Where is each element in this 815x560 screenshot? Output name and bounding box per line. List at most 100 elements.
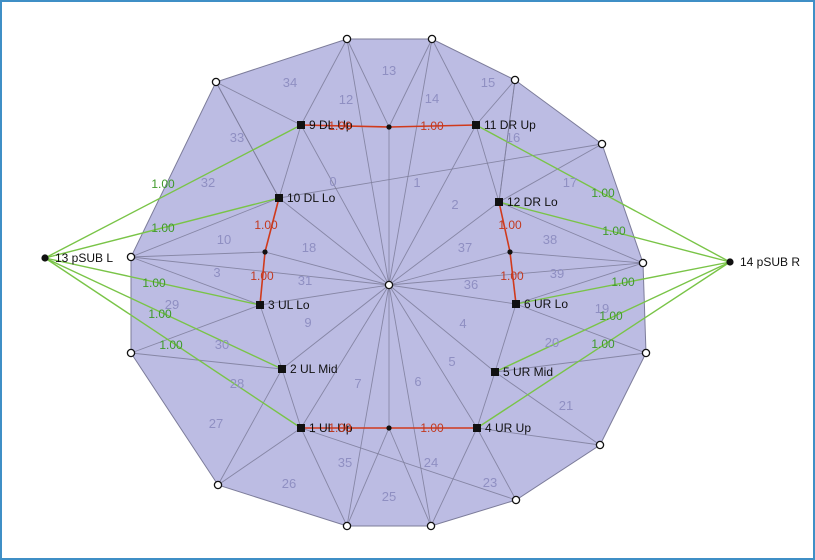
vertex-layer xyxy=(126,34,651,531)
green-weight-label: 1.00 xyxy=(148,307,172,321)
node-marker[interactable] xyxy=(472,121,480,129)
triangle-number-label: 26 xyxy=(282,476,296,491)
substrate-node-marker[interactable] xyxy=(41,254,49,262)
mesh-edge xyxy=(264,251,390,286)
triangle-number-label: 13 xyxy=(382,63,396,78)
node-3[interactable]: 3 UL Lo xyxy=(256,298,310,312)
mesh-vertex[interactable] xyxy=(211,77,221,87)
mesh-edge xyxy=(388,427,432,527)
mesh-edge xyxy=(388,262,644,286)
mesh-edge xyxy=(498,143,603,203)
mesh-vertex[interactable] xyxy=(342,34,352,44)
mesh-vertex[interactable] xyxy=(384,280,394,290)
mesh-edge xyxy=(515,303,647,354)
mesh-vertex[interactable] xyxy=(126,348,136,358)
mesh-edge xyxy=(300,124,390,286)
mesh-edge xyxy=(475,124,500,203)
mesh-vertex[interactable] xyxy=(595,440,605,450)
node-label: 3 UL Lo xyxy=(268,298,310,312)
mesh-edge-layer xyxy=(130,38,647,527)
green-connection xyxy=(44,257,261,306)
node-10[interactable]: 10 DL Lo xyxy=(275,191,336,205)
node-9[interactable]: 9 DL Up xyxy=(297,118,353,132)
node-marker[interactable] xyxy=(297,424,305,432)
triangle-number-label: 30 xyxy=(215,337,229,352)
node-1[interactable]: 1 UL Up xyxy=(297,421,353,435)
node-marker[interactable] xyxy=(297,121,305,129)
mesh-vertex[interactable] xyxy=(427,34,437,44)
node-marker[interactable] xyxy=(473,424,481,432)
red-weight-label: 1.00 xyxy=(250,269,274,283)
mesh-edge xyxy=(300,427,517,501)
mesh-edge xyxy=(215,81,302,126)
mesh-vertex[interactable] xyxy=(638,258,648,268)
mesh-edge xyxy=(388,38,433,286)
red-connection-layer xyxy=(259,124,517,429)
mesh-edge xyxy=(346,38,390,286)
mesh-vertex[interactable] xyxy=(342,521,352,531)
mesh-edge xyxy=(300,427,348,527)
node-14[interactable]: 14 pSUB R xyxy=(726,255,800,269)
green-weight-label: 1.00 xyxy=(611,275,635,289)
mesh-vertex[interactable] xyxy=(597,139,607,149)
red-weight-label: 1.00 xyxy=(420,119,444,133)
green-connection xyxy=(498,201,731,263)
mesh-edge xyxy=(130,256,261,306)
substrate-node-marker[interactable] xyxy=(726,258,734,266)
node-12[interactable]: 12 DR Lo xyxy=(495,195,558,209)
mesh-vertex[interactable] xyxy=(426,521,436,531)
triangle-number-label: 12 xyxy=(339,92,353,107)
node-11[interactable]: 11 DR Up xyxy=(472,118,536,132)
mesh-edge xyxy=(281,284,390,370)
triangle-number-label: 18 xyxy=(302,240,316,255)
node-marker[interactable] xyxy=(491,368,499,376)
triangle-number-label: 29 xyxy=(165,297,179,312)
mesh-vertex[interactable] xyxy=(126,252,136,262)
mesh-edge xyxy=(476,371,496,429)
node-marker[interactable] xyxy=(278,365,286,373)
node-label: 6 UR Lo xyxy=(524,297,568,311)
triangle-number-label: 0 xyxy=(329,174,336,189)
green-connection xyxy=(494,261,731,373)
node-label: 10 DL Lo xyxy=(287,191,336,205)
triangle-number-label: 10 xyxy=(217,232,231,247)
node-2[interactable]: 2 UL Mid xyxy=(278,362,338,376)
node-marker[interactable] xyxy=(275,194,283,202)
mesh-edge xyxy=(388,38,433,128)
triangle-number-label: 36 xyxy=(464,277,478,292)
mesh-edge xyxy=(388,284,517,305)
node-label: 2 UL Mid xyxy=(290,362,338,376)
triangle-number-label: 3 xyxy=(213,265,220,280)
green-weight-label: 1.00 xyxy=(142,276,166,290)
mesh-vertex[interactable] xyxy=(510,75,520,85)
mesh-vertex[interactable] xyxy=(511,495,521,505)
mesh-vertex[interactable] xyxy=(213,480,223,490)
mesh-vertex[interactable] xyxy=(641,348,651,358)
red-connection xyxy=(259,251,266,306)
red-weight-label: 1.00 xyxy=(420,421,444,435)
mesh-edge xyxy=(130,251,266,258)
node-marker[interactable] xyxy=(512,300,520,308)
node-marker[interactable] xyxy=(495,198,503,206)
node-marker[interactable] xyxy=(256,301,264,309)
triangle-number-label: 34 xyxy=(283,75,297,90)
mesh-edge xyxy=(130,352,283,370)
red-weight-label: 1.00 xyxy=(498,218,522,232)
triangle-number-label: 32 xyxy=(201,175,215,190)
node-4[interactable]: 4 UR Up xyxy=(473,421,531,435)
node-6[interactable]: 6 UR Lo xyxy=(512,297,568,311)
node-label: 9 DL Up xyxy=(309,118,353,132)
junction-dot xyxy=(507,249,513,255)
mesh-edge xyxy=(346,38,390,128)
green-weight-label: 1.00 xyxy=(599,309,623,323)
triangle-number-label: 16 xyxy=(506,130,520,145)
green-connection xyxy=(44,124,302,259)
mesh-edge xyxy=(278,124,302,199)
mesh-edge xyxy=(476,427,517,501)
mesh-edge xyxy=(515,262,644,305)
node-5[interactable]: 5 UR Mid xyxy=(491,365,553,379)
green-weight-label: 1.00 xyxy=(602,224,626,238)
green-connection xyxy=(475,124,731,263)
triangle-number-label: 7 xyxy=(354,376,361,391)
node-13[interactable]: 13 pSUB L xyxy=(41,251,113,265)
